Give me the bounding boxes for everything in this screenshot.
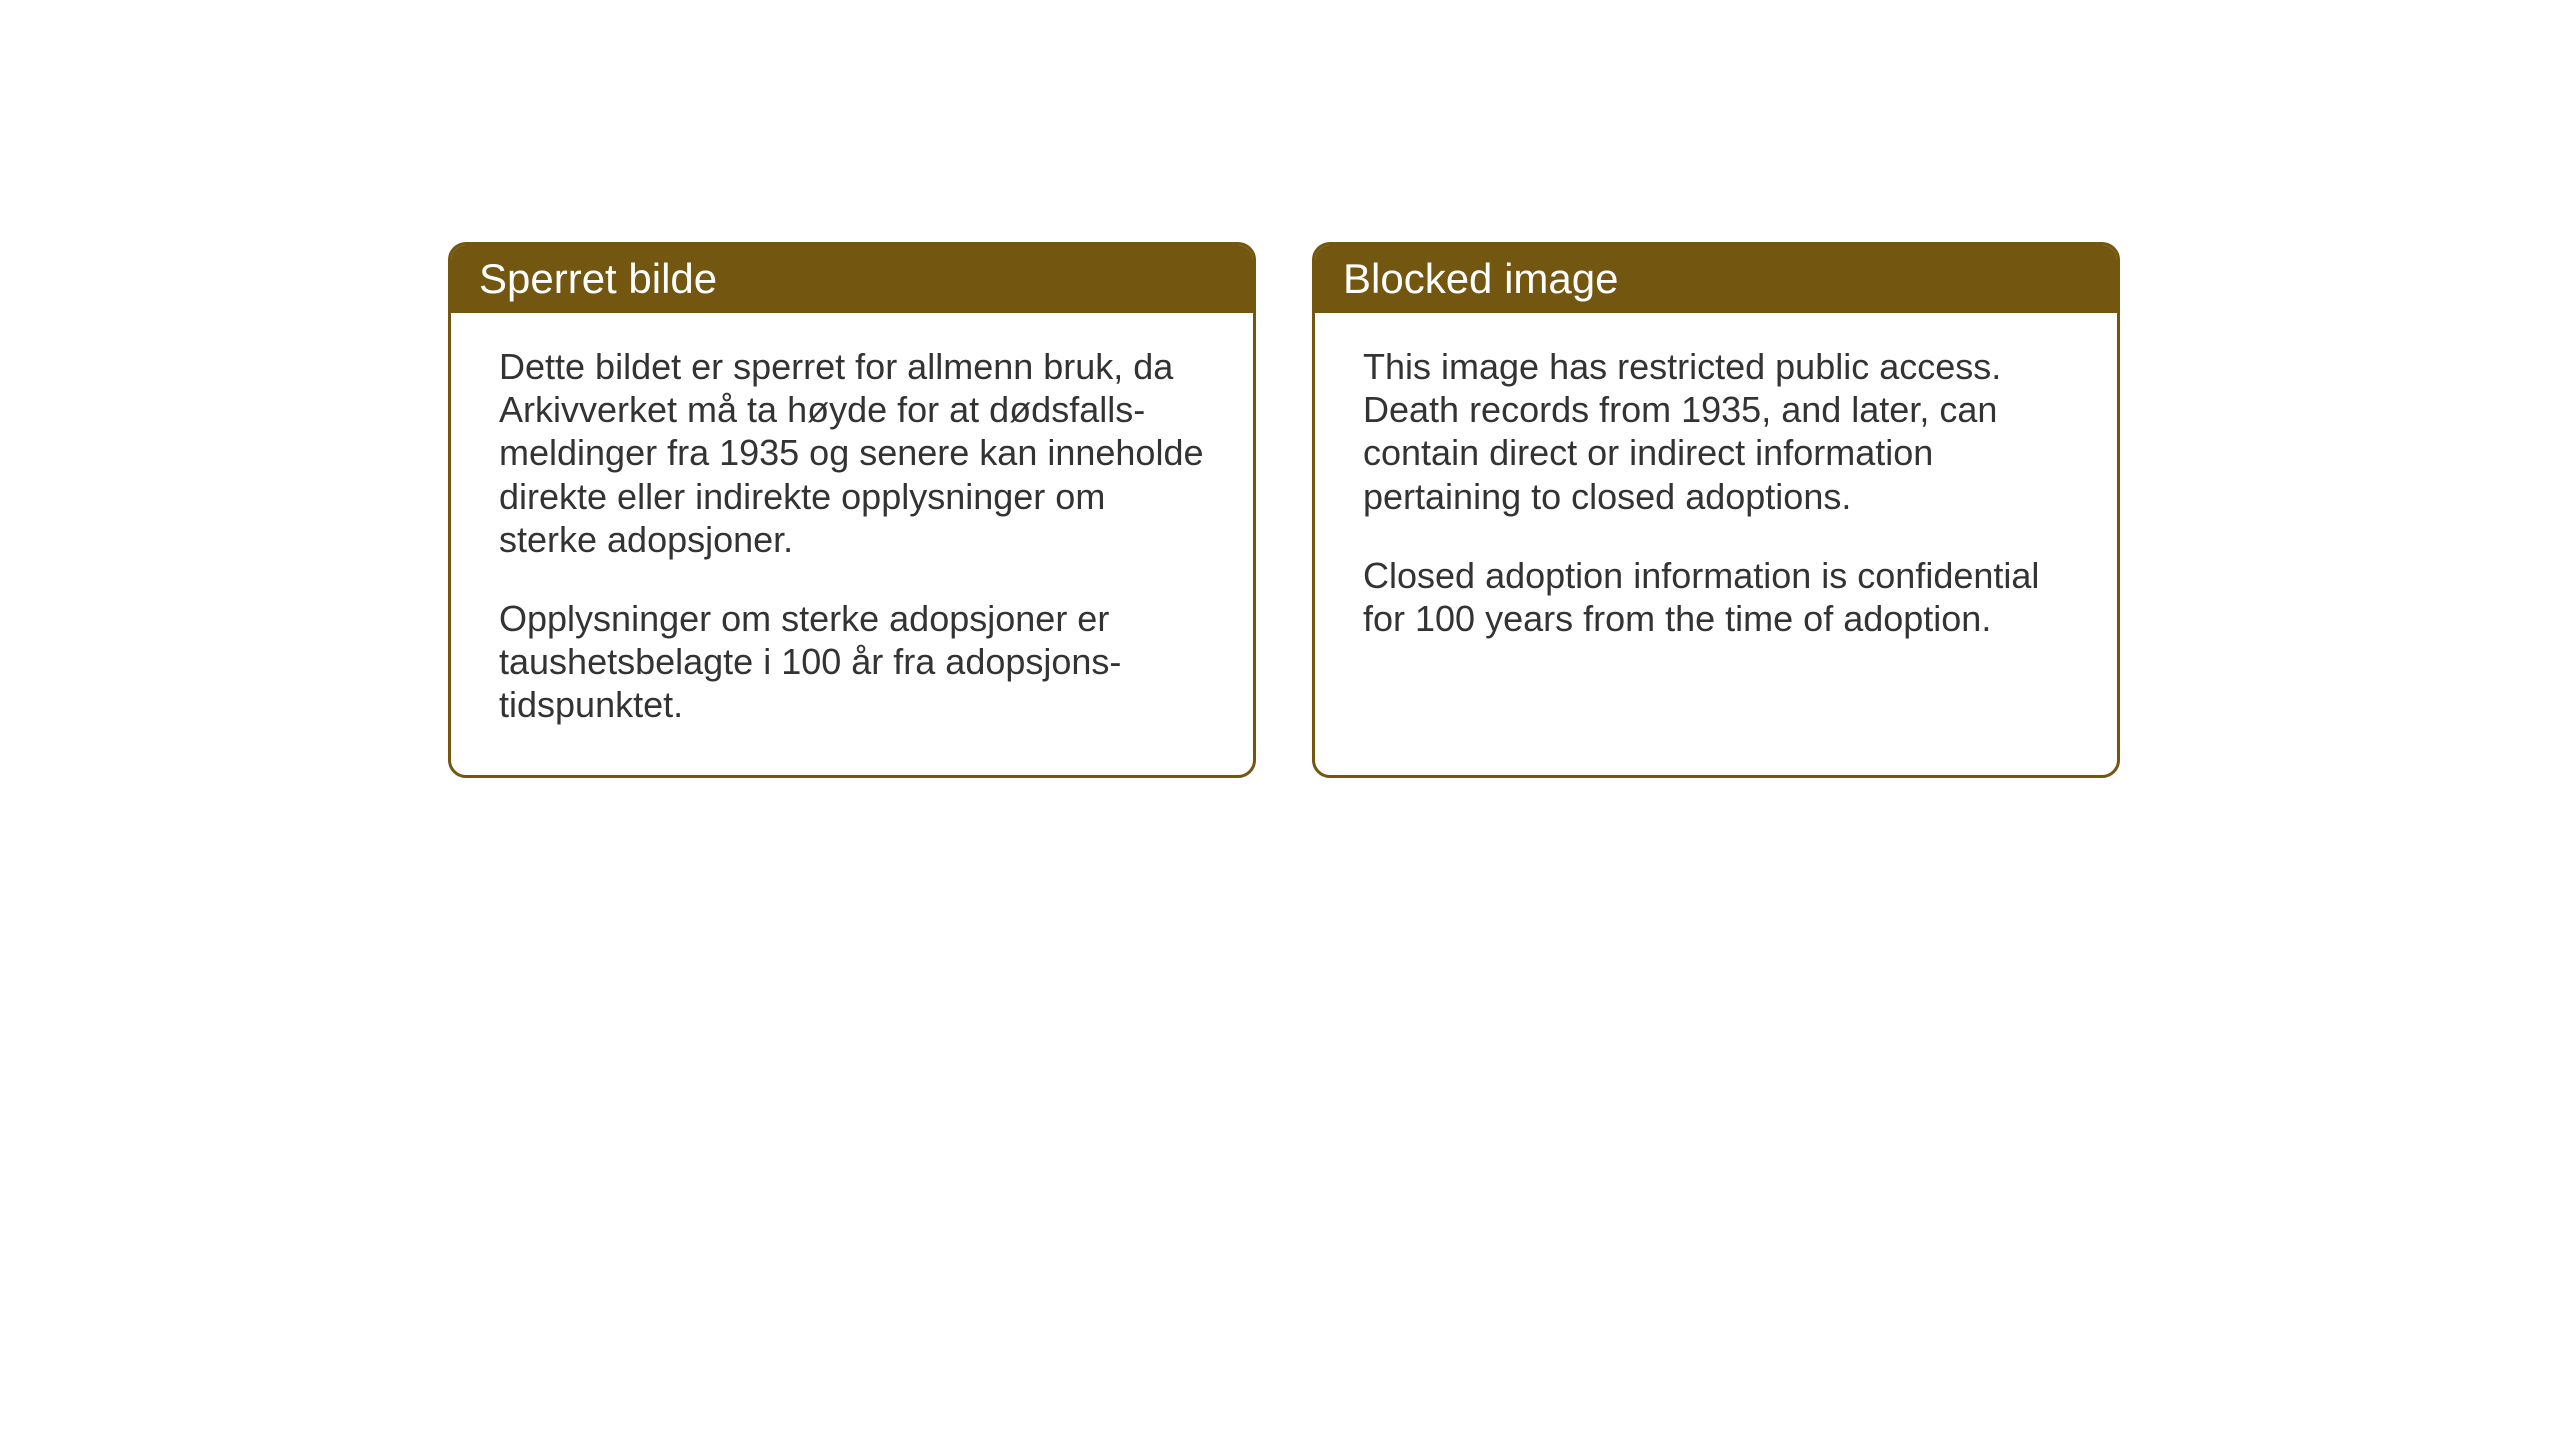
- card-body-norwegian: Dette bildet er sperret for allmenn bruk…: [451, 313, 1253, 775]
- card-body-english: This image has restricted public access.…: [1315, 313, 2117, 688]
- card-header-norwegian: Sperret bilde: [451, 245, 1253, 313]
- card-header-english: Blocked image: [1315, 245, 2117, 313]
- notice-card-english: Blocked image This image has restricted …: [1312, 242, 2120, 778]
- card-paragraph-2-norwegian: Opplysninger om sterke adopsjoner er tau…: [499, 597, 1211, 727]
- notice-card-norwegian: Sperret bilde Dette bildet er sperret fo…: [448, 242, 1256, 778]
- card-title-norwegian: Sperret bilde: [479, 255, 717, 302]
- card-title-english: Blocked image: [1343, 255, 1618, 302]
- card-paragraph-1-norwegian: Dette bildet er sperret for allmenn bruk…: [499, 345, 1211, 561]
- card-paragraph-2-english: Closed adoption information is confident…: [1363, 554, 2075, 640]
- notice-container: Sperret bilde Dette bildet er sperret fo…: [448, 242, 2120, 778]
- card-paragraph-1-english: This image has restricted public access.…: [1363, 345, 2075, 518]
